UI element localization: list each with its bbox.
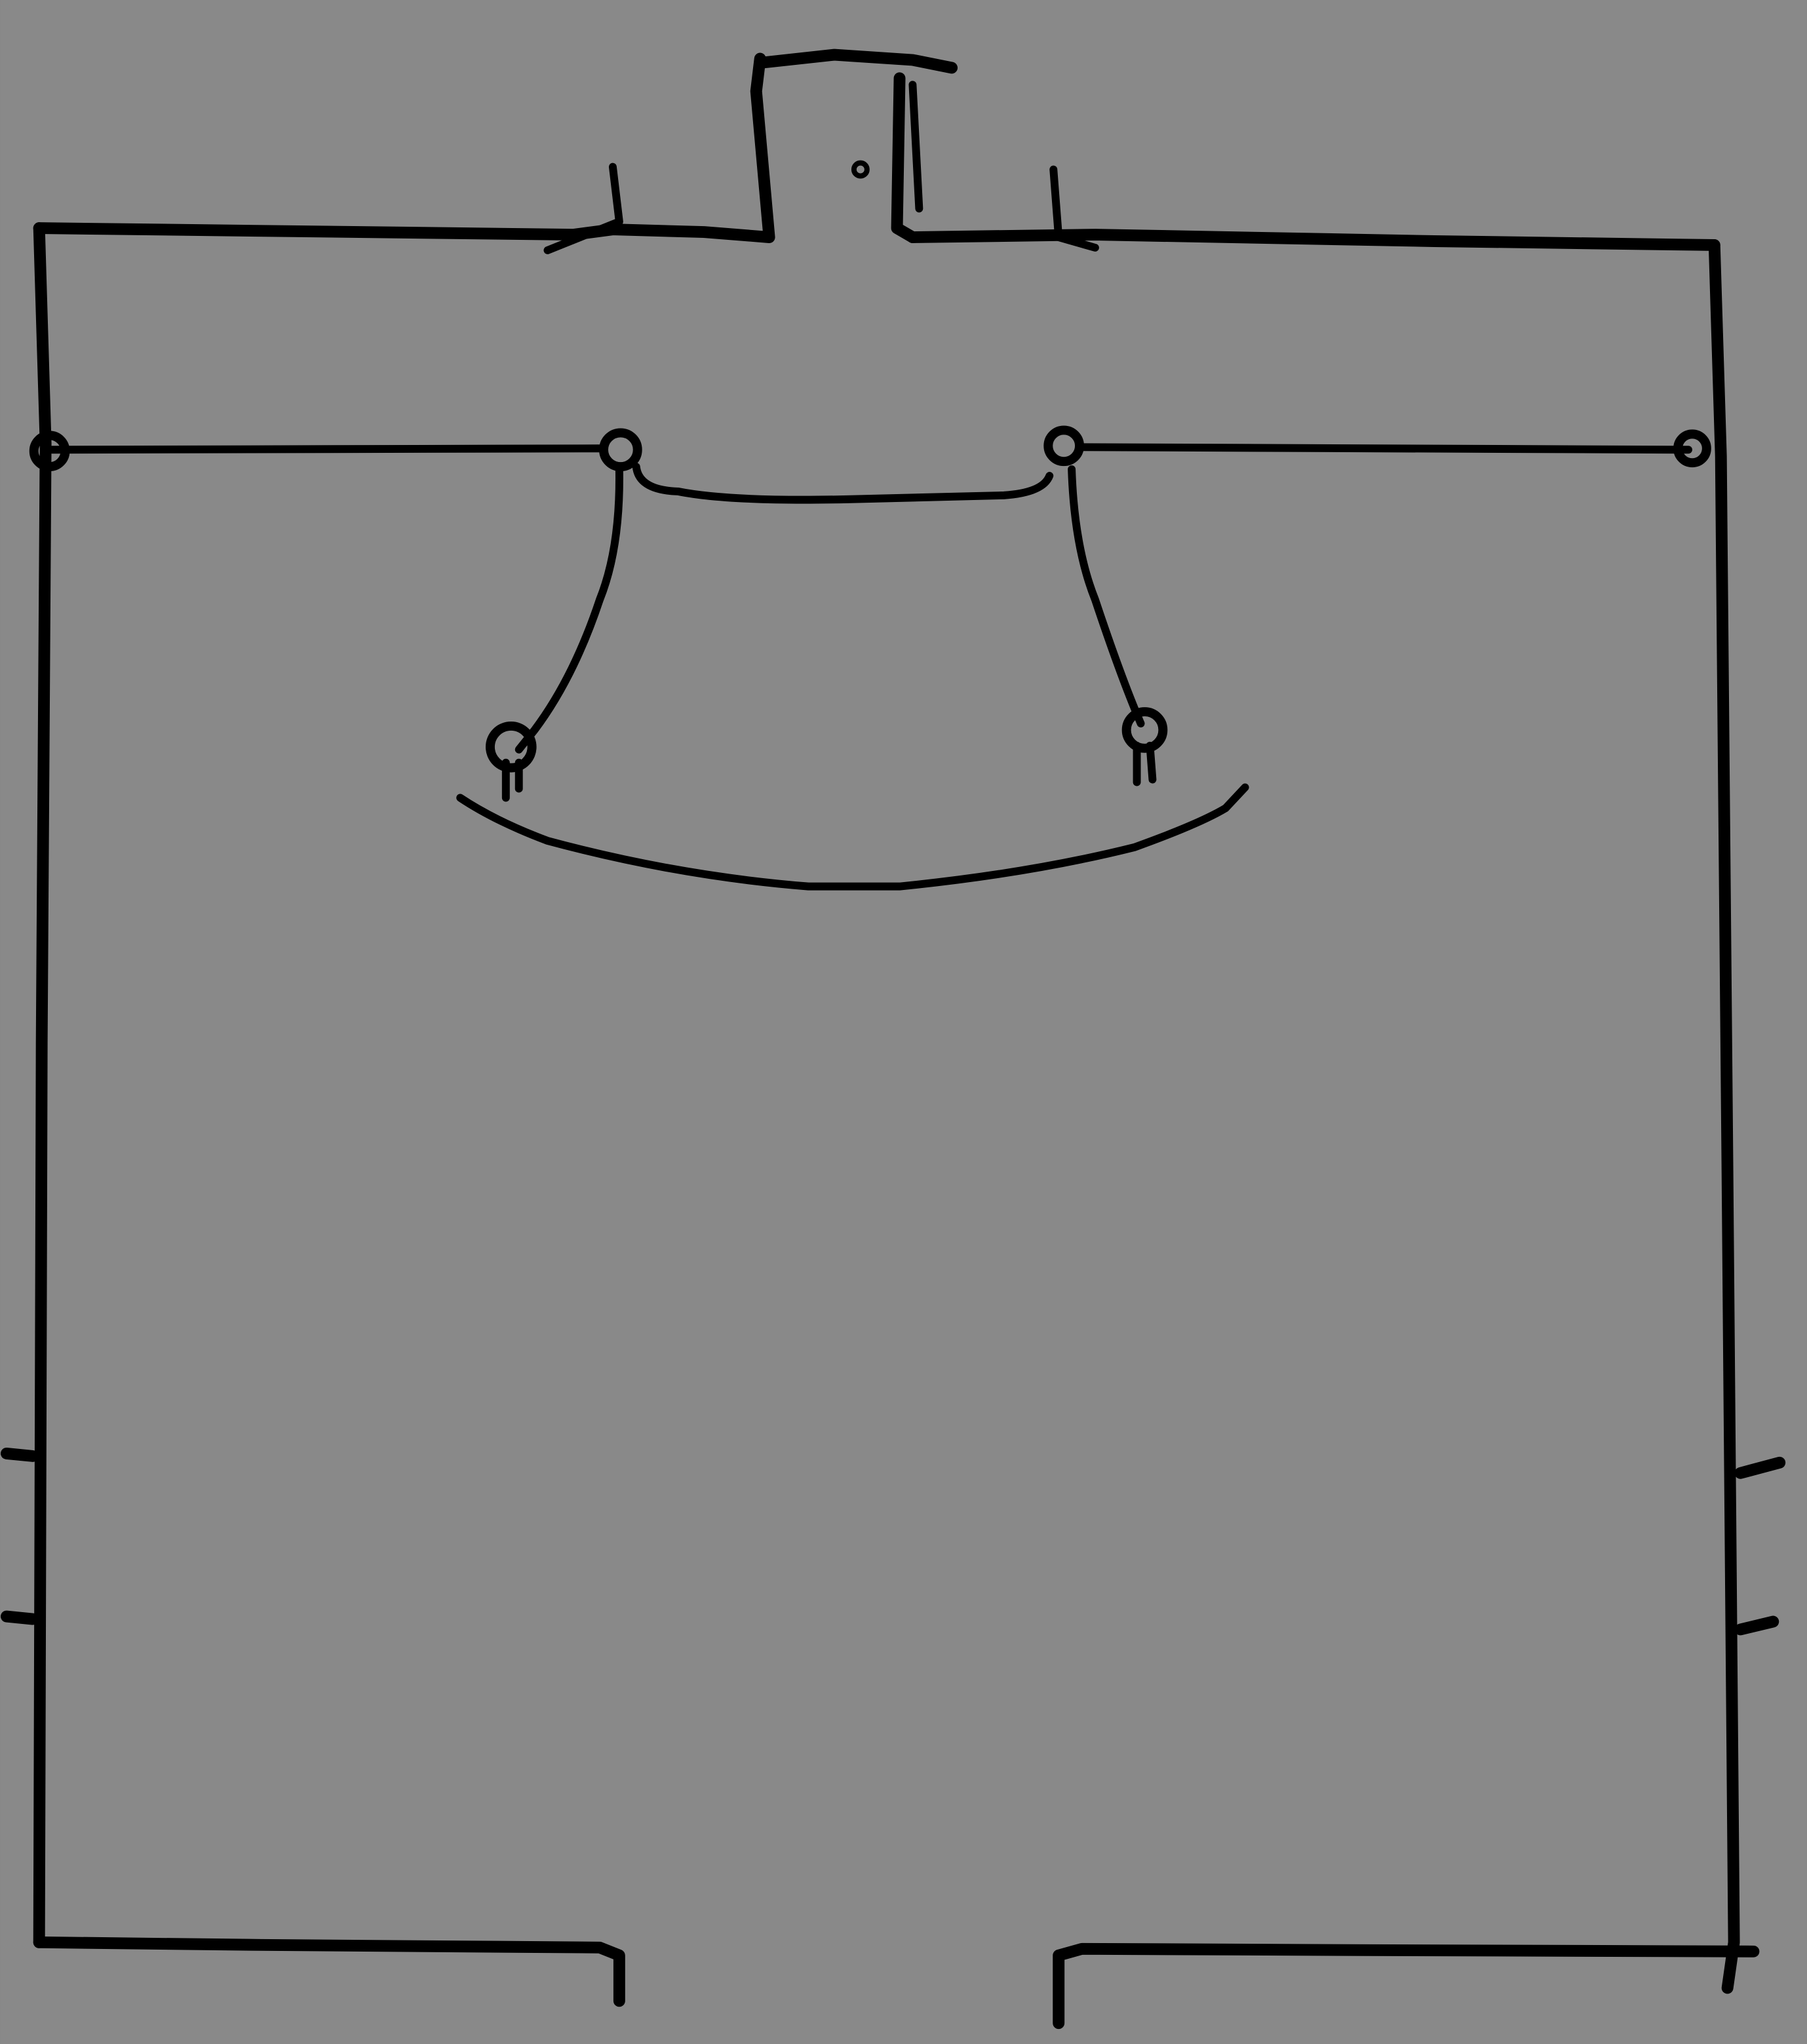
side-tick (1, 1610, 39, 1625)
crossbar-right (1078, 443, 1692, 454)
weight (1121, 707, 1168, 753)
outer-wall-top-right (906, 229, 1720, 251)
outer-wall-bottom-left (33, 1936, 625, 2007)
notch-top (756, 48, 958, 74)
outer-wall-right (1708, 239, 1740, 1994)
string-left (515, 465, 623, 754)
connector (632, 463, 1054, 504)
knob (29, 431, 70, 472)
outer-wall-top-left (33, 52, 775, 243)
knob (1673, 429, 1711, 468)
string-right (1068, 465, 1145, 727)
weight-stem (501, 758, 523, 802)
arc (456, 783, 1249, 891)
notch-inner-line (908, 81, 923, 213)
crossbar-left (48, 444, 604, 454)
outer-wall-left (33, 222, 52, 1948)
knob (1043, 425, 1084, 467)
outer-wall-bottom-right (1053, 1942, 1760, 2030)
top-tick-left (543, 163, 623, 254)
weight-stem (1133, 741, 1157, 786)
notch-dot (851, 160, 870, 179)
weight (485, 721, 537, 773)
top-tick-right (1049, 165, 1099, 252)
side-tick (1734, 1456, 1786, 1479)
side-tick (1, 1447, 39, 1462)
notch-right (891, 72, 919, 243)
side-tick (1734, 1615, 1779, 1636)
